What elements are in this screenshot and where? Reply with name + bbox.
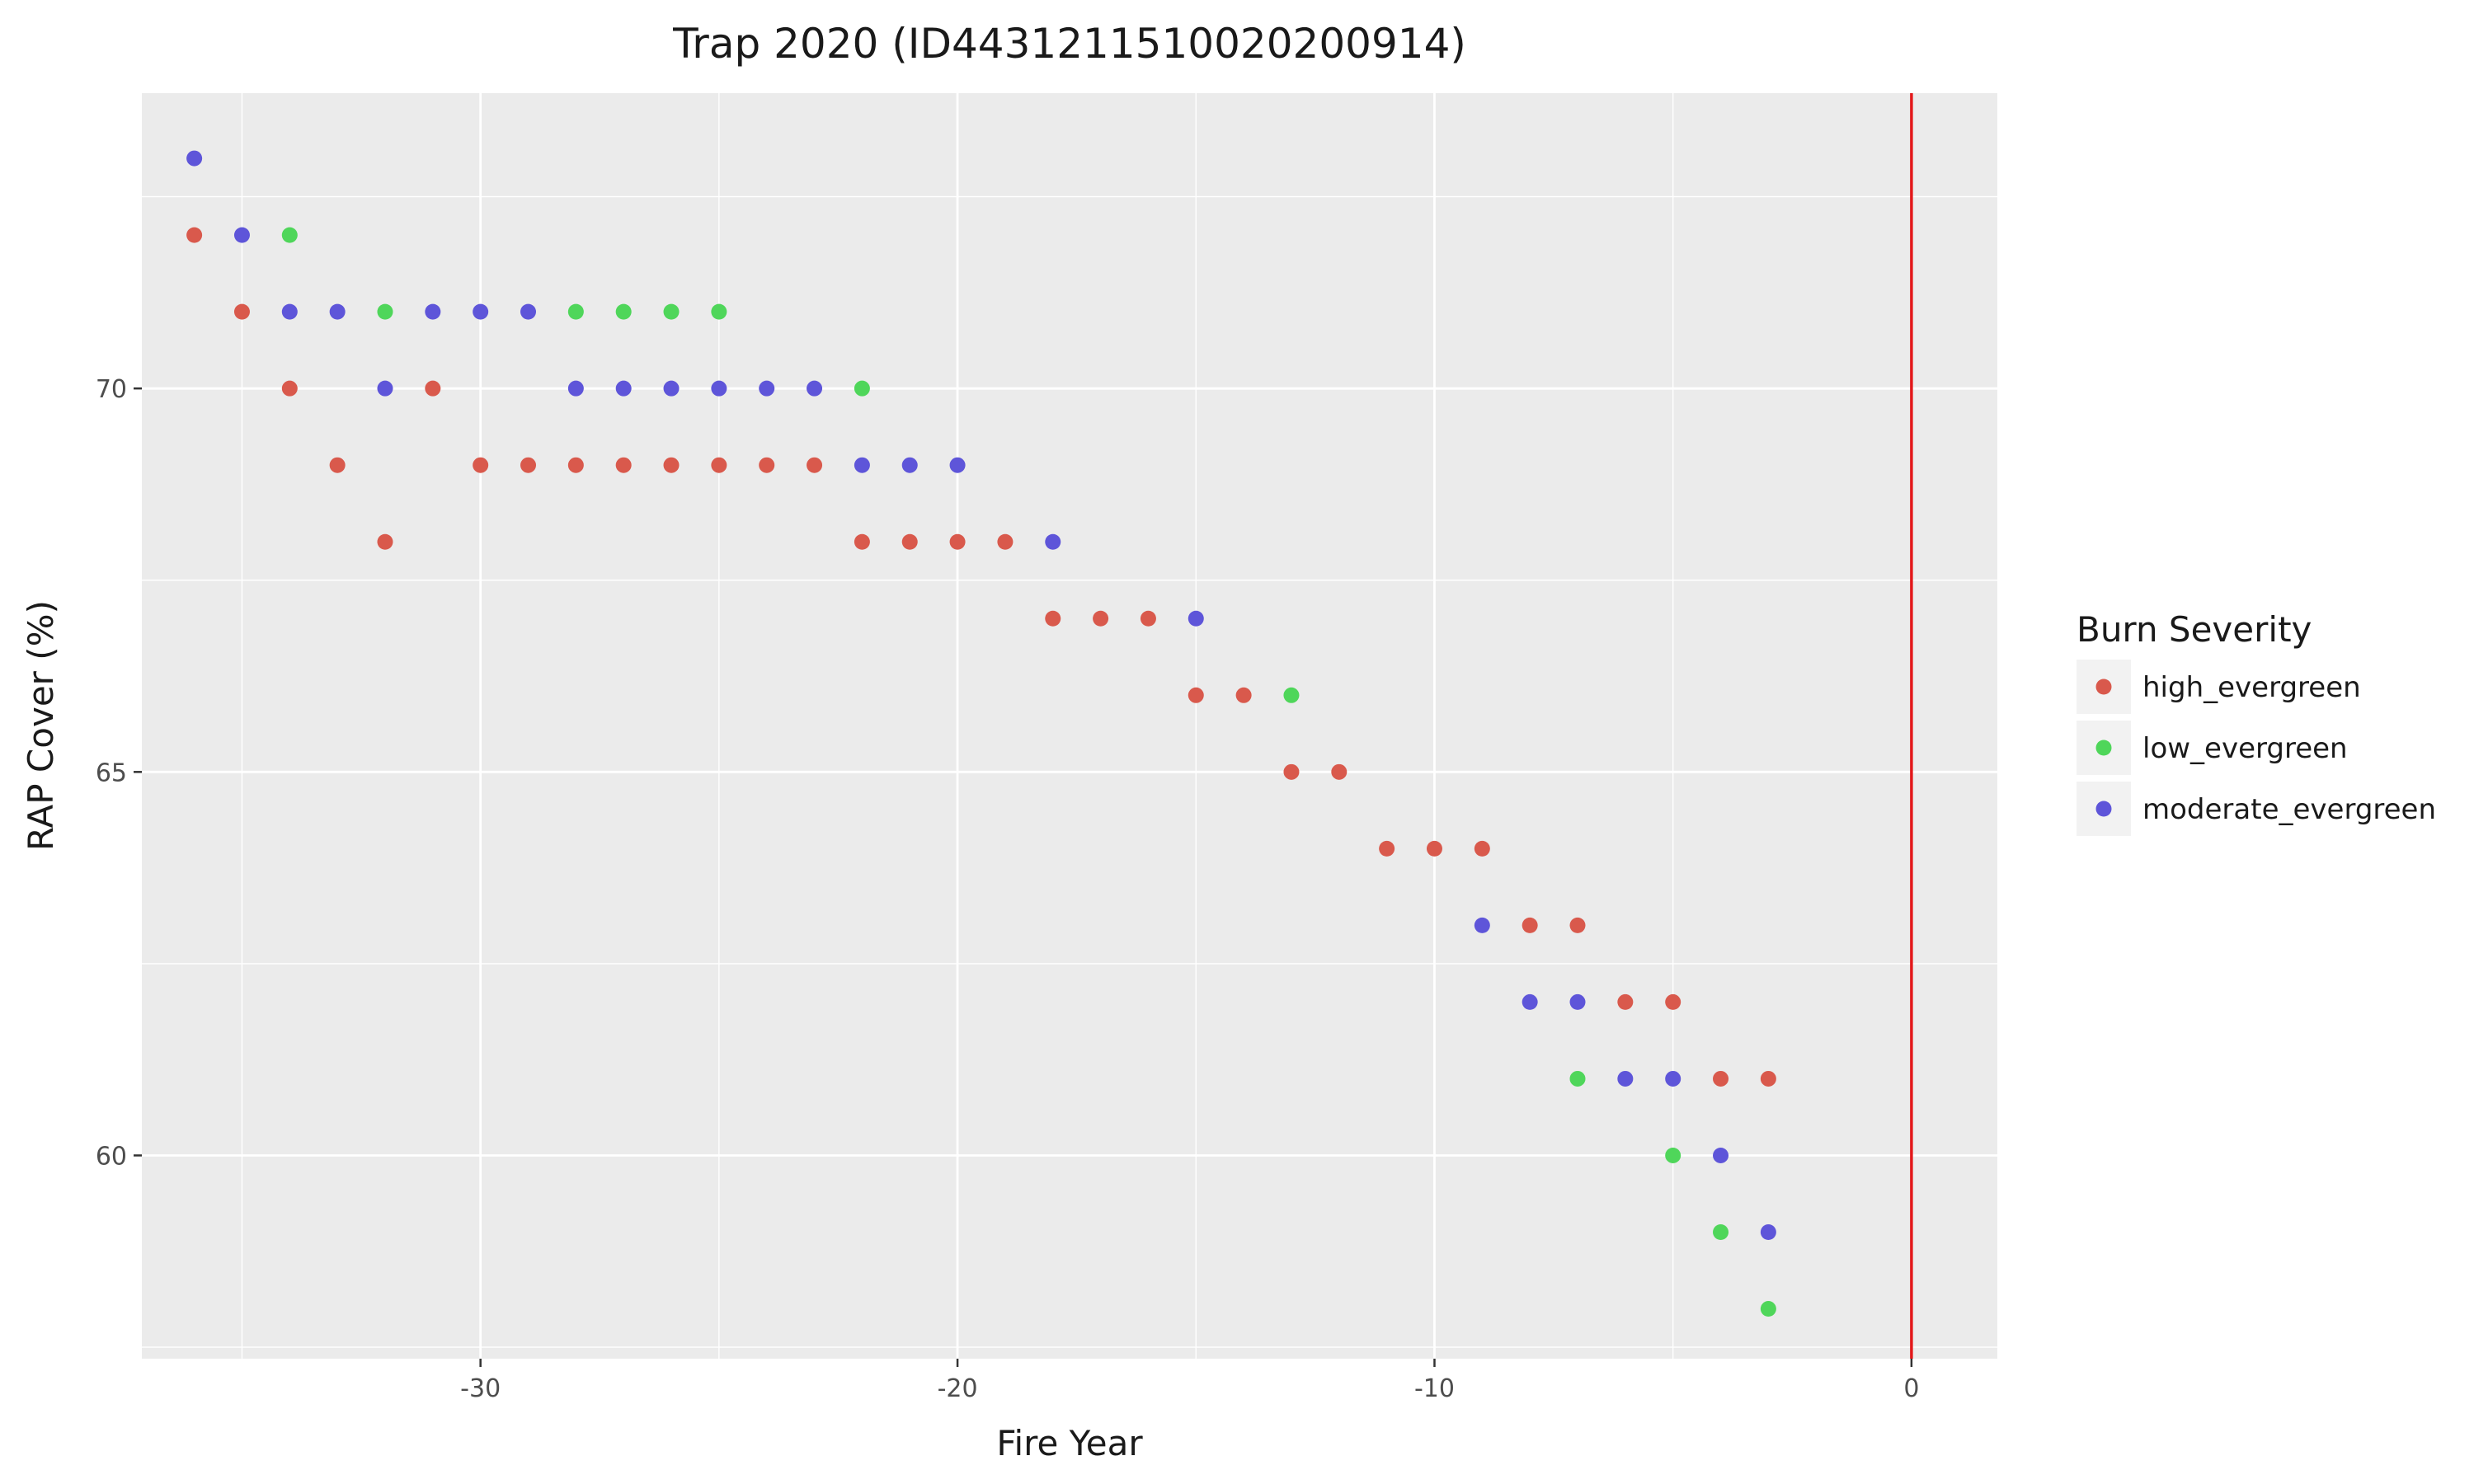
data-point-moderate_evergreen <box>281 303 298 320</box>
data-point-high_evergreen <box>233 303 250 320</box>
x-axis-ticks: -30 -20 -10 0 <box>460 1359 1919 1403</box>
data-point-high_evergreen <box>1474 840 1490 857</box>
data-point-moderate_evergreen <box>1522 993 1538 1010</box>
data-point-low_evergreen <box>567 303 584 320</box>
data-point-moderate_evergreen <box>567 380 584 397</box>
data-point-high_evergreen <box>901 533 918 550</box>
data-point-high_evergreen <box>711 457 727 473</box>
data-point-high_evergreen <box>1760 1070 1776 1087</box>
data-point-high_evergreen <box>329 457 346 473</box>
y-tick-label: 65 <box>96 758 127 787</box>
data-point-high_evergreen <box>1713 1070 1729 1087</box>
data-point-high_evergreen <box>615 457 632 473</box>
data-point-high_evergreen <box>1331 763 1348 780</box>
y-axis-title: RAP Cover (%) <box>21 600 61 851</box>
chart-title: Trap 2020 (ID4431211510020200914) <box>672 20 1466 68</box>
data-point-high_evergreen <box>473 457 489 473</box>
y-axis-ticks: 60 65 70 <box>96 375 142 1171</box>
data-point-moderate_evergreen <box>1713 1147 1729 1163</box>
data-point-high_evergreen <box>1093 610 1109 627</box>
data-point-moderate_evergreen <box>1760 1224 1776 1240</box>
data-point-high_evergreen <box>1665 993 1681 1010</box>
data-point-high_evergreen <box>759 457 775 473</box>
data-point-high_evergreen <box>281 380 298 397</box>
x-tick-label: 0 <box>1903 1374 1919 1403</box>
data-point-moderate_evergreen <box>1474 917 1490 933</box>
legend-key-low_evergreen <box>2095 740 2112 756</box>
data-point-moderate_evergreen <box>807 380 823 397</box>
y-tick-label: 70 <box>96 375 127 404</box>
data-point-moderate_evergreen <box>1569 993 1586 1010</box>
data-point-high_evergreen <box>1140 610 1156 627</box>
data-point-low_evergreen <box>1713 1224 1729 1240</box>
data-point-high_evergreen <box>949 533 966 550</box>
data-point-high_evergreen <box>1283 763 1300 780</box>
data-point-moderate_evergreen <box>949 457 966 473</box>
data-point-high_evergreen <box>1569 917 1586 933</box>
x-tick-label: -20 <box>938 1374 978 1403</box>
data-point-high_evergreen <box>1426 840 1442 857</box>
x-tick-label: -10 <box>1414 1374 1455 1403</box>
data-point-low_evergreen <box>1283 687 1300 703</box>
data-point-low_evergreen <box>854 380 870 397</box>
data-point-moderate_evergreen <box>1665 1070 1681 1087</box>
x-axis-title: Fire Year <box>996 1423 1143 1463</box>
data-point-high_evergreen <box>567 457 584 473</box>
data-point-moderate_evergreen <box>1045 533 1061 550</box>
data-point-low_evergreen <box>377 303 393 320</box>
data-point-moderate_evergreen <box>425 303 441 320</box>
legend-title: Burn Severity <box>2077 609 2312 650</box>
legend-label-low_evergreen: low_evergreen <box>2142 732 2348 765</box>
data-point-high_evergreen <box>807 457 823 473</box>
data-point-moderate_evergreen <box>663 380 680 397</box>
data-point-low_evergreen <box>615 303 632 320</box>
data-point-high_evergreen <box>1379 840 1395 857</box>
x-tick-label: -30 <box>460 1374 501 1403</box>
data-point-high_evergreen <box>663 457 680 473</box>
data-point-high_evergreen <box>377 533 393 550</box>
data-point-high_evergreen <box>1188 687 1204 703</box>
data-point-low_evergreen <box>711 303 727 320</box>
data-point-low_evergreen <box>281 227 298 243</box>
data-point-moderate_evergreen <box>329 303 346 320</box>
data-point-moderate_evergreen <box>901 457 918 473</box>
data-point-high_evergreen <box>854 533 870 550</box>
data-point-moderate_evergreen <box>1188 610 1204 627</box>
data-point-moderate_evergreen <box>711 380 727 397</box>
data-point-moderate_evergreen <box>759 380 775 397</box>
legend-items: high_evergreen low_evergreen moderate_ever… <box>2077 660 2436 836</box>
data-point-moderate_evergreen <box>615 380 632 397</box>
data-point-moderate_evergreen <box>1617 1070 1634 1087</box>
data-point-low_evergreen <box>663 303 680 320</box>
data-point-high_evergreen <box>1617 993 1634 1010</box>
legend: Burn Severity high_evergreen low_evergree… <box>2077 609 2436 836</box>
legend-label-moderate_evergreen: moderate_evergreen <box>2142 793 2436 826</box>
data-point-moderate_evergreen <box>854 457 870 473</box>
data-point-moderate_evergreen <box>233 227 250 243</box>
data-point-high_evergreen <box>520 457 537 473</box>
data-point-high_evergreen <box>997 533 1014 550</box>
plot-panel <box>142 93 1997 1359</box>
legend-label-high_evergreen: high_evergreen <box>2142 671 2361 704</box>
data-point-low_evergreen <box>1665 1147 1681 1163</box>
legend-key-moderate_evergreen <box>2095 801 2112 817</box>
data-point-moderate_evergreen <box>520 303 537 320</box>
data-points <box>186 150 1776 1317</box>
data-point-low_evergreen <box>1760 1301 1776 1317</box>
data-point-low_evergreen <box>1569 1070 1586 1087</box>
data-point-moderate_evergreen <box>186 150 203 167</box>
data-point-high_evergreen <box>1045 610 1061 627</box>
data-point-high_evergreen <box>1522 917 1538 933</box>
data-point-high_evergreen <box>186 227 203 243</box>
data-point-high_evergreen <box>425 380 441 397</box>
y-tick-label: 60 <box>96 1142 127 1171</box>
legend-key-high_evergreen <box>2095 679 2112 695</box>
data-point-moderate_evergreen <box>377 380 393 397</box>
data-point-high_evergreen <box>1235 687 1252 703</box>
data-point-moderate_evergreen <box>473 303 489 320</box>
